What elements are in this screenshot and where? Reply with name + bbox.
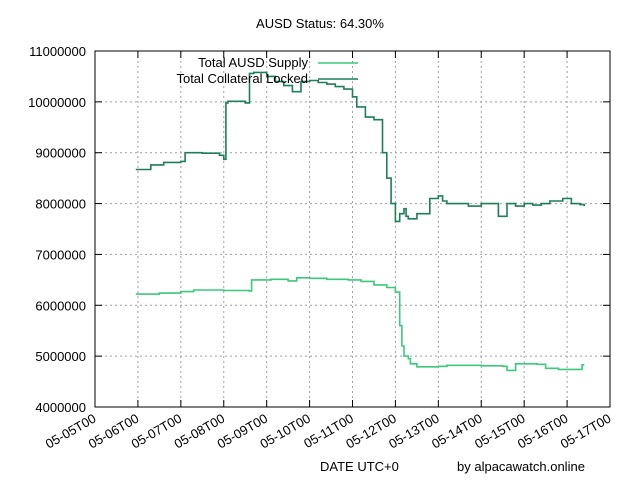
axes (94, 50, 611, 408)
y-tick-label: 11000000 (29, 44, 86, 59)
x-axis-label: DATE UTC+0 (320, 459, 399, 474)
legend-label: Total AUSD Supply (198, 55, 308, 70)
legend-label: Total Collateral Locked (176, 71, 308, 86)
y-tick-label: 5000000 (35, 349, 86, 364)
y-tick-label: 4000000 (35, 400, 86, 415)
y-tick-label: 10000000 (28, 95, 86, 110)
chart-title: AUSD Status: 64.30% (256, 16, 384, 31)
x-axis-ticks: 05-05T0005-06T0005-07T0005-08T0005-09T00… (43, 411, 614, 452)
series-line-collateral (135, 71, 586, 223)
series-lines (135, 71, 586, 372)
y-tick-label: 9000000 (35, 146, 86, 161)
grid (95, 51, 610, 407)
y-axis-ticks: 4000000 5000000 6000000 7000000 8000000 90000… (28, 44, 86, 415)
plot-border (94, 50, 611, 408)
credit-text: by alpacawatch.online (457, 459, 585, 474)
y-tick-label: 8000000 (35, 197, 86, 212)
y-tick-label: 6000000 (35, 298, 86, 313)
y-tick-label: 7000000 (35, 247, 86, 262)
series-line-supply (135, 277, 585, 372)
